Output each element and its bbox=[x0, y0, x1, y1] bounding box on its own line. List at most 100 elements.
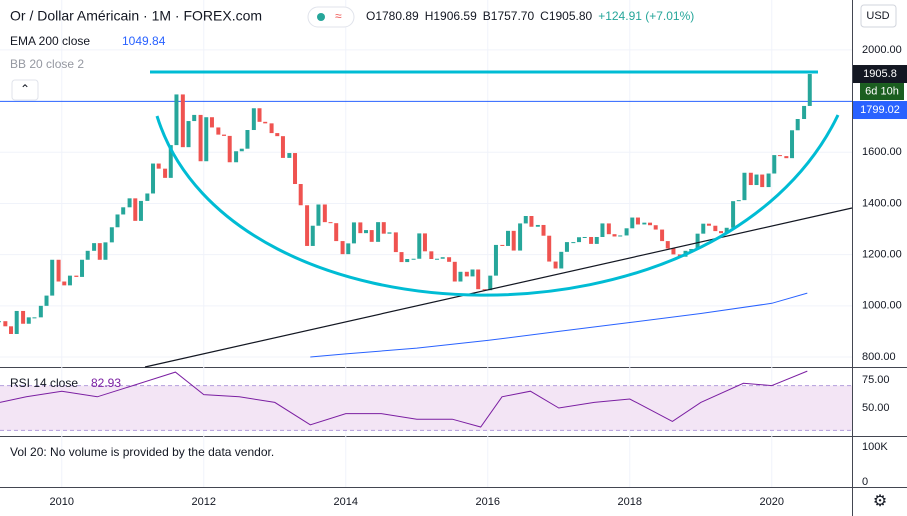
candle-body bbox=[14, 310, 19, 334]
y-tick-label: 800.00 bbox=[862, 351, 896, 363]
candle-body bbox=[186, 121, 191, 148]
rsi-value: 82.93 bbox=[91, 376, 121, 390]
candle-body bbox=[653, 225, 658, 230]
candle-body bbox=[777, 155, 782, 157]
candle-body bbox=[62, 281, 67, 286]
candle-body bbox=[429, 251, 434, 259]
candle-body bbox=[204, 117, 209, 162]
candle-body bbox=[635, 217, 640, 225]
candle-body bbox=[168, 145, 173, 178]
candle-body bbox=[706, 223, 711, 226]
candle-body bbox=[275, 133, 280, 137]
candle-body bbox=[9, 326, 14, 334]
currency: USD bbox=[866, 10, 889, 22]
candle-body bbox=[80, 259, 85, 277]
status-pill[interactable] bbox=[307, 6, 355, 28]
y-tick-label: 1000.00 bbox=[862, 300, 902, 312]
candle-body bbox=[115, 214, 120, 228]
candle-body bbox=[671, 248, 676, 255]
collapse-button[interactable] bbox=[11, 79, 39, 101]
candle-body bbox=[511, 230, 516, 251]
candle-body bbox=[630, 217, 635, 229]
last-price-box bbox=[853, 65, 907, 84]
candle-body bbox=[50, 259, 55, 296]
candle-body bbox=[440, 257, 445, 259]
candle-body bbox=[192, 114, 197, 122]
candle-body bbox=[807, 74, 812, 106]
y-tick-label: 1200.00 bbox=[862, 249, 902, 261]
candle-body bbox=[506, 230, 511, 246]
candle-body bbox=[364, 230, 369, 234]
candle-body bbox=[180, 94, 185, 148]
candle-body bbox=[316, 204, 321, 226]
candle-body bbox=[624, 228, 629, 236]
candle-body bbox=[399, 252, 404, 263]
candle-body bbox=[488, 275, 493, 291]
candle-body bbox=[523, 216, 528, 224]
candle-body bbox=[582, 236, 587, 238]
candle-body bbox=[216, 127, 221, 135]
candle-body bbox=[529, 216, 534, 227]
candle-body bbox=[38, 305, 43, 318]
candle-body bbox=[156, 163, 161, 169]
candle-body bbox=[405, 258, 410, 263]
ohlc-value: +124.91 (+7.01%) bbox=[598, 9, 694, 23]
candle-body bbox=[695, 233, 700, 250]
candle-body bbox=[0, 321, 1, 323]
candle-body bbox=[482, 289, 487, 291]
candle-body bbox=[754, 174, 759, 186]
candle-body bbox=[109, 227, 114, 243]
candle-body bbox=[612, 234, 617, 237]
candle-body bbox=[417, 233, 422, 259]
candle-body bbox=[251, 108, 256, 131]
plot bbox=[0, 0, 852, 487]
candle-body bbox=[85, 250, 90, 260]
candle-body bbox=[748, 172, 753, 186]
candle-body bbox=[476, 269, 481, 290]
candle-body bbox=[470, 269, 475, 277]
candle-body bbox=[227, 135, 232, 163]
candle-body bbox=[209, 117, 214, 128]
candle-body bbox=[541, 224, 546, 236]
candle-body bbox=[298, 184, 303, 206]
candle-body bbox=[305, 205, 310, 246]
candle-body bbox=[67, 275, 72, 286]
candle-body bbox=[577, 237, 582, 243]
candle-body bbox=[334, 223, 339, 242]
candle-body bbox=[103, 242, 108, 260]
settings-icon[interactable]: ⚙ bbox=[873, 493, 887, 510]
candle-body bbox=[493, 244, 498, 276]
ohlc-value: H1906.59 bbox=[425, 9, 477, 23]
x-tick-label: 2018 bbox=[618, 496, 642, 508]
candle-body bbox=[358, 222, 363, 234]
candle-body bbox=[500, 244, 505, 246]
candle-body bbox=[257, 108, 262, 122]
currency-button[interactable] bbox=[860, 4, 897, 28]
x-tick-label: 2020 bbox=[760, 496, 784, 508]
candle-body bbox=[74, 275, 79, 277]
ema-line bbox=[310, 292, 808, 358]
countdown: 6d 10h bbox=[865, 85, 899, 97]
candle-body bbox=[600, 223, 605, 237]
cup-curve bbox=[155, 114, 840, 297]
candle-body bbox=[458, 271, 463, 282]
last-price: 1905.8 bbox=[863, 68, 897, 80]
candle-body bbox=[411, 258, 416, 260]
candle-body bbox=[198, 114, 203, 162]
countdown-box bbox=[860, 83, 904, 101]
price-line-box bbox=[853, 101, 907, 120]
candle-body bbox=[422, 233, 427, 252]
candle-body bbox=[151, 163, 156, 194]
candle-body bbox=[665, 241, 670, 249]
candle-body bbox=[92, 243, 97, 251]
candle-body bbox=[795, 119, 800, 131]
volume-tick: 100K bbox=[862, 441, 888, 453]
x-tick-label: 2014 bbox=[334, 496, 358, 508]
trend-line bbox=[144, 207, 853, 368]
candle-body bbox=[322, 204, 327, 223]
candle-body bbox=[245, 130, 250, 149]
candle-body bbox=[648, 222, 653, 226]
candle-body bbox=[239, 148, 244, 152]
